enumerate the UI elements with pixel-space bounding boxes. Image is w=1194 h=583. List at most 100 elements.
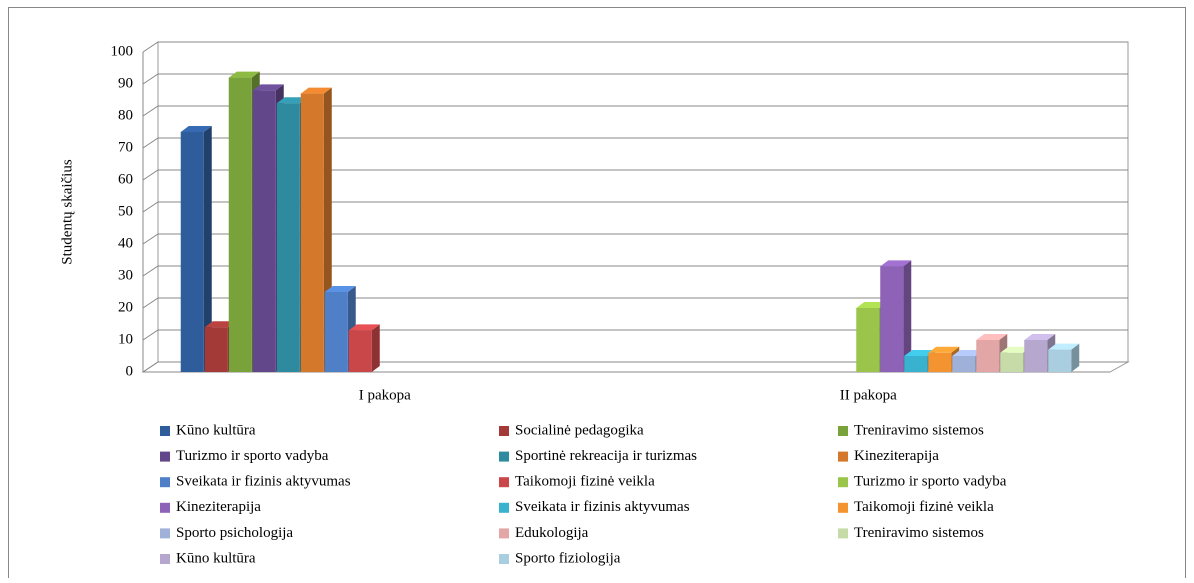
- grid-line: [142, 329, 1128, 341]
- bar-side: [1071, 343, 1080, 372]
- bar-top: [1048, 343, 1080, 350]
- grid-line: [142, 297, 1128, 309]
- bar-top: [1024, 334, 1056, 340]
- legend-swatch: [838, 528, 848, 539]
- legend-swatch: [499, 477, 509, 488]
- grid-line: [142, 169, 1128, 181]
- bar-front: [856, 308, 880, 372]
- legend-swatch: [499, 426, 509, 436]
- bar: [1048, 343, 1080, 372]
- legend-label: Turizmo ir sporto vadyba: [854, 474, 1007, 490]
- legend-swatch: [838, 426, 848, 436]
- bar-top: [856, 302, 888, 308]
- bar-front: [204, 327, 228, 372]
- y-tick-label: 80: [118, 107, 133, 123]
- bar-front: [1024, 340, 1048, 372]
- y-tick-label: 10: [118, 331, 133, 347]
- legend-swatch: [160, 502, 170, 513]
- y-axis-title: Studentų skaičius: [59, 159, 75, 265]
- bar-top: [880, 260, 912, 267]
- bar-front: [928, 352, 952, 372]
- legend-label: Socialinė pedagogika: [515, 422, 644, 438]
- bar-top: [324, 286, 356, 292]
- bar-top: [252, 84, 284, 91]
- legend-label: Sporto fiziologija: [515, 550, 621, 566]
- y-tick-label: 40: [118, 235, 133, 251]
- grid-line: [142, 137, 1128, 149]
- bar-front: [252, 90, 276, 373]
- bar-front: [904, 356, 928, 372]
- grid-line: [142, 201, 1128, 213]
- bar-front: [180, 132, 204, 372]
- bar: [880, 260, 912, 372]
- legend-swatch: [499, 502, 509, 513]
- bar-front: [880, 266, 904, 372]
- bar-front: [228, 77, 252, 372]
- legend-swatch: [160, 528, 170, 539]
- bar-top: [904, 350, 936, 356]
- legend-swatch: [838, 502, 848, 513]
- bar-front: [324, 292, 348, 372]
- legend-label: Sportinė rekreacija ir turizmas: [515, 448, 697, 464]
- bar-front: [276, 103, 300, 372]
- bar-front: [976, 340, 1000, 372]
- legend-label: Taikomoji fizinė veikla: [854, 499, 994, 515]
- legend-label: Edukologija: [515, 525, 589, 541]
- grid-line: [142, 233, 1128, 245]
- y-tick-label: 60: [118, 171, 133, 187]
- x-tick-label: II pakopa: [840, 387, 897, 403]
- legend-swatch: [499, 451, 509, 462]
- bar-side: [203, 126, 212, 372]
- bar-top: [348, 324, 380, 331]
- bar-front: [952, 356, 976, 372]
- legend-label: Kūno kultūra: [176, 550, 256, 566]
- y-tick-label: 90: [118, 75, 133, 91]
- bar-front: [1000, 352, 1024, 372]
- bar-front: [348, 330, 372, 372]
- y-tick-label: 20: [118, 299, 133, 315]
- legend-label: Sveikata ir fizinis aktyvumas: [176, 474, 351, 490]
- legend-swatch: [499, 528, 509, 539]
- bar-side: [903, 260, 912, 372]
- bar: [348, 324, 380, 372]
- bar-top: [228, 71, 260, 78]
- y-tick-label: 0: [126, 363, 134, 379]
- legend-label: Kineziterapija: [854, 448, 939, 464]
- bar-top: [300, 87, 332, 94]
- bar: [300, 87, 332, 372]
- bar-front: [1048, 349, 1072, 372]
- y-tick-label: 30: [118, 267, 133, 283]
- legend-swatch: [499, 554, 509, 564]
- grid-line: [142, 265, 1128, 277]
- bar-top: [276, 97, 308, 104]
- legend-label: Taikomoji fizinė veikla: [515, 474, 655, 490]
- y-tick-label: 70: [118, 139, 133, 155]
- legend-label: Turizmo ir sporto vadyba: [176, 448, 329, 464]
- legend-label: Sveikata ir fizinis aktyvumas: [515, 499, 690, 515]
- legend-swatch: [160, 426, 170, 436]
- bar-front: [300, 93, 324, 372]
- y-tick-label: 100: [111, 43, 134, 59]
- legend-label: Kineziterapija: [176, 499, 261, 515]
- legend-swatch: [160, 451, 170, 462]
- legend-swatch: [160, 554, 170, 564]
- bar-side: [371, 324, 380, 372]
- bar: [180, 126, 212, 372]
- legend-swatch: [838, 477, 848, 488]
- legend-label: Treniravimo sistemos: [854, 422, 984, 438]
- grid-line: [142, 73, 1128, 85]
- bar-top: [976, 334, 1008, 340]
- legend-label: Sporto psichologija: [176, 525, 293, 541]
- grid-line: [142, 41, 1128, 53]
- x-tick-label: I pakopa: [359, 387, 411, 403]
- bar-top: [204, 321, 236, 328]
- legend-label: Treniravimo sistemos: [854, 525, 984, 541]
- bar-top: [928, 346, 960, 353]
- y-tick-label: 50: [118, 203, 133, 219]
- bar-top: [952, 350, 984, 356]
- bar-top: [1000, 346, 1032, 353]
- legend-swatch: [838, 451, 848, 462]
- legend-label: Kūno kultūra: [176, 422, 256, 438]
- bar-top: [180, 126, 212, 132]
